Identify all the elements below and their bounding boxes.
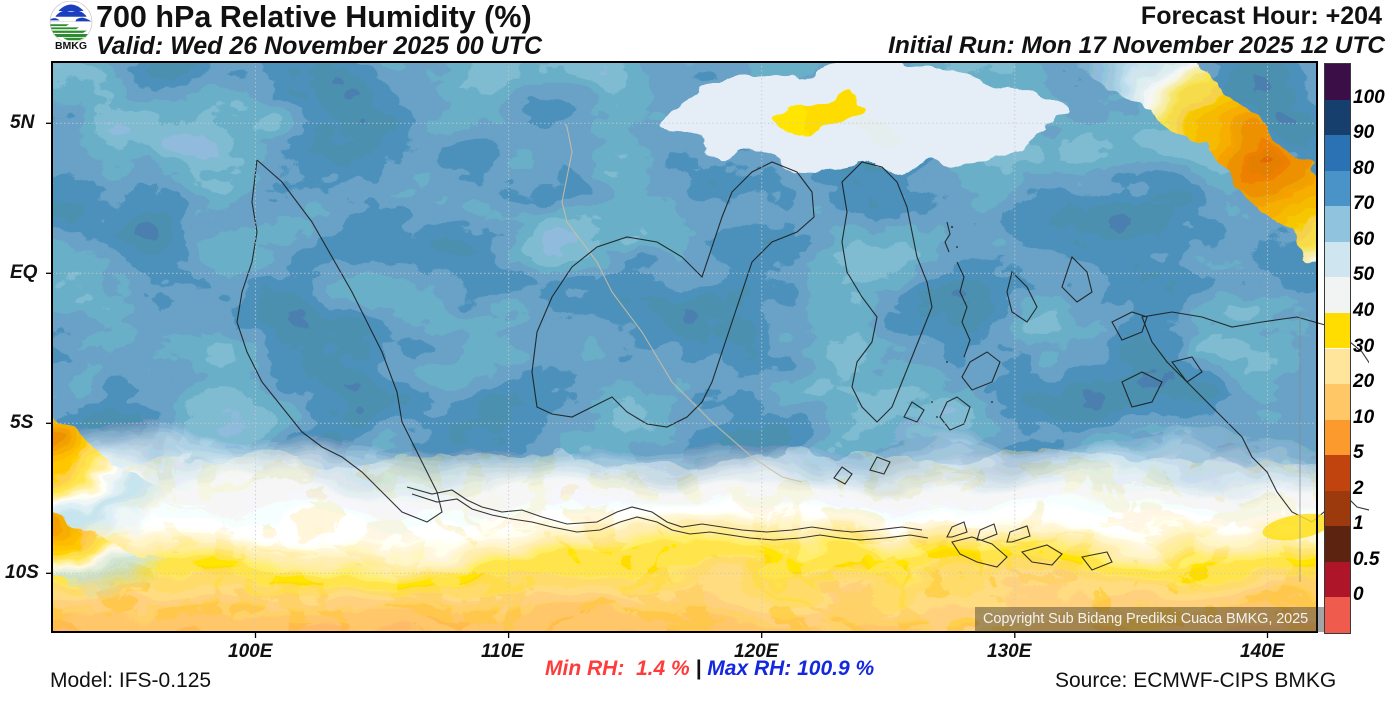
svg-text:BMKG: BMKG bbox=[55, 40, 87, 51]
